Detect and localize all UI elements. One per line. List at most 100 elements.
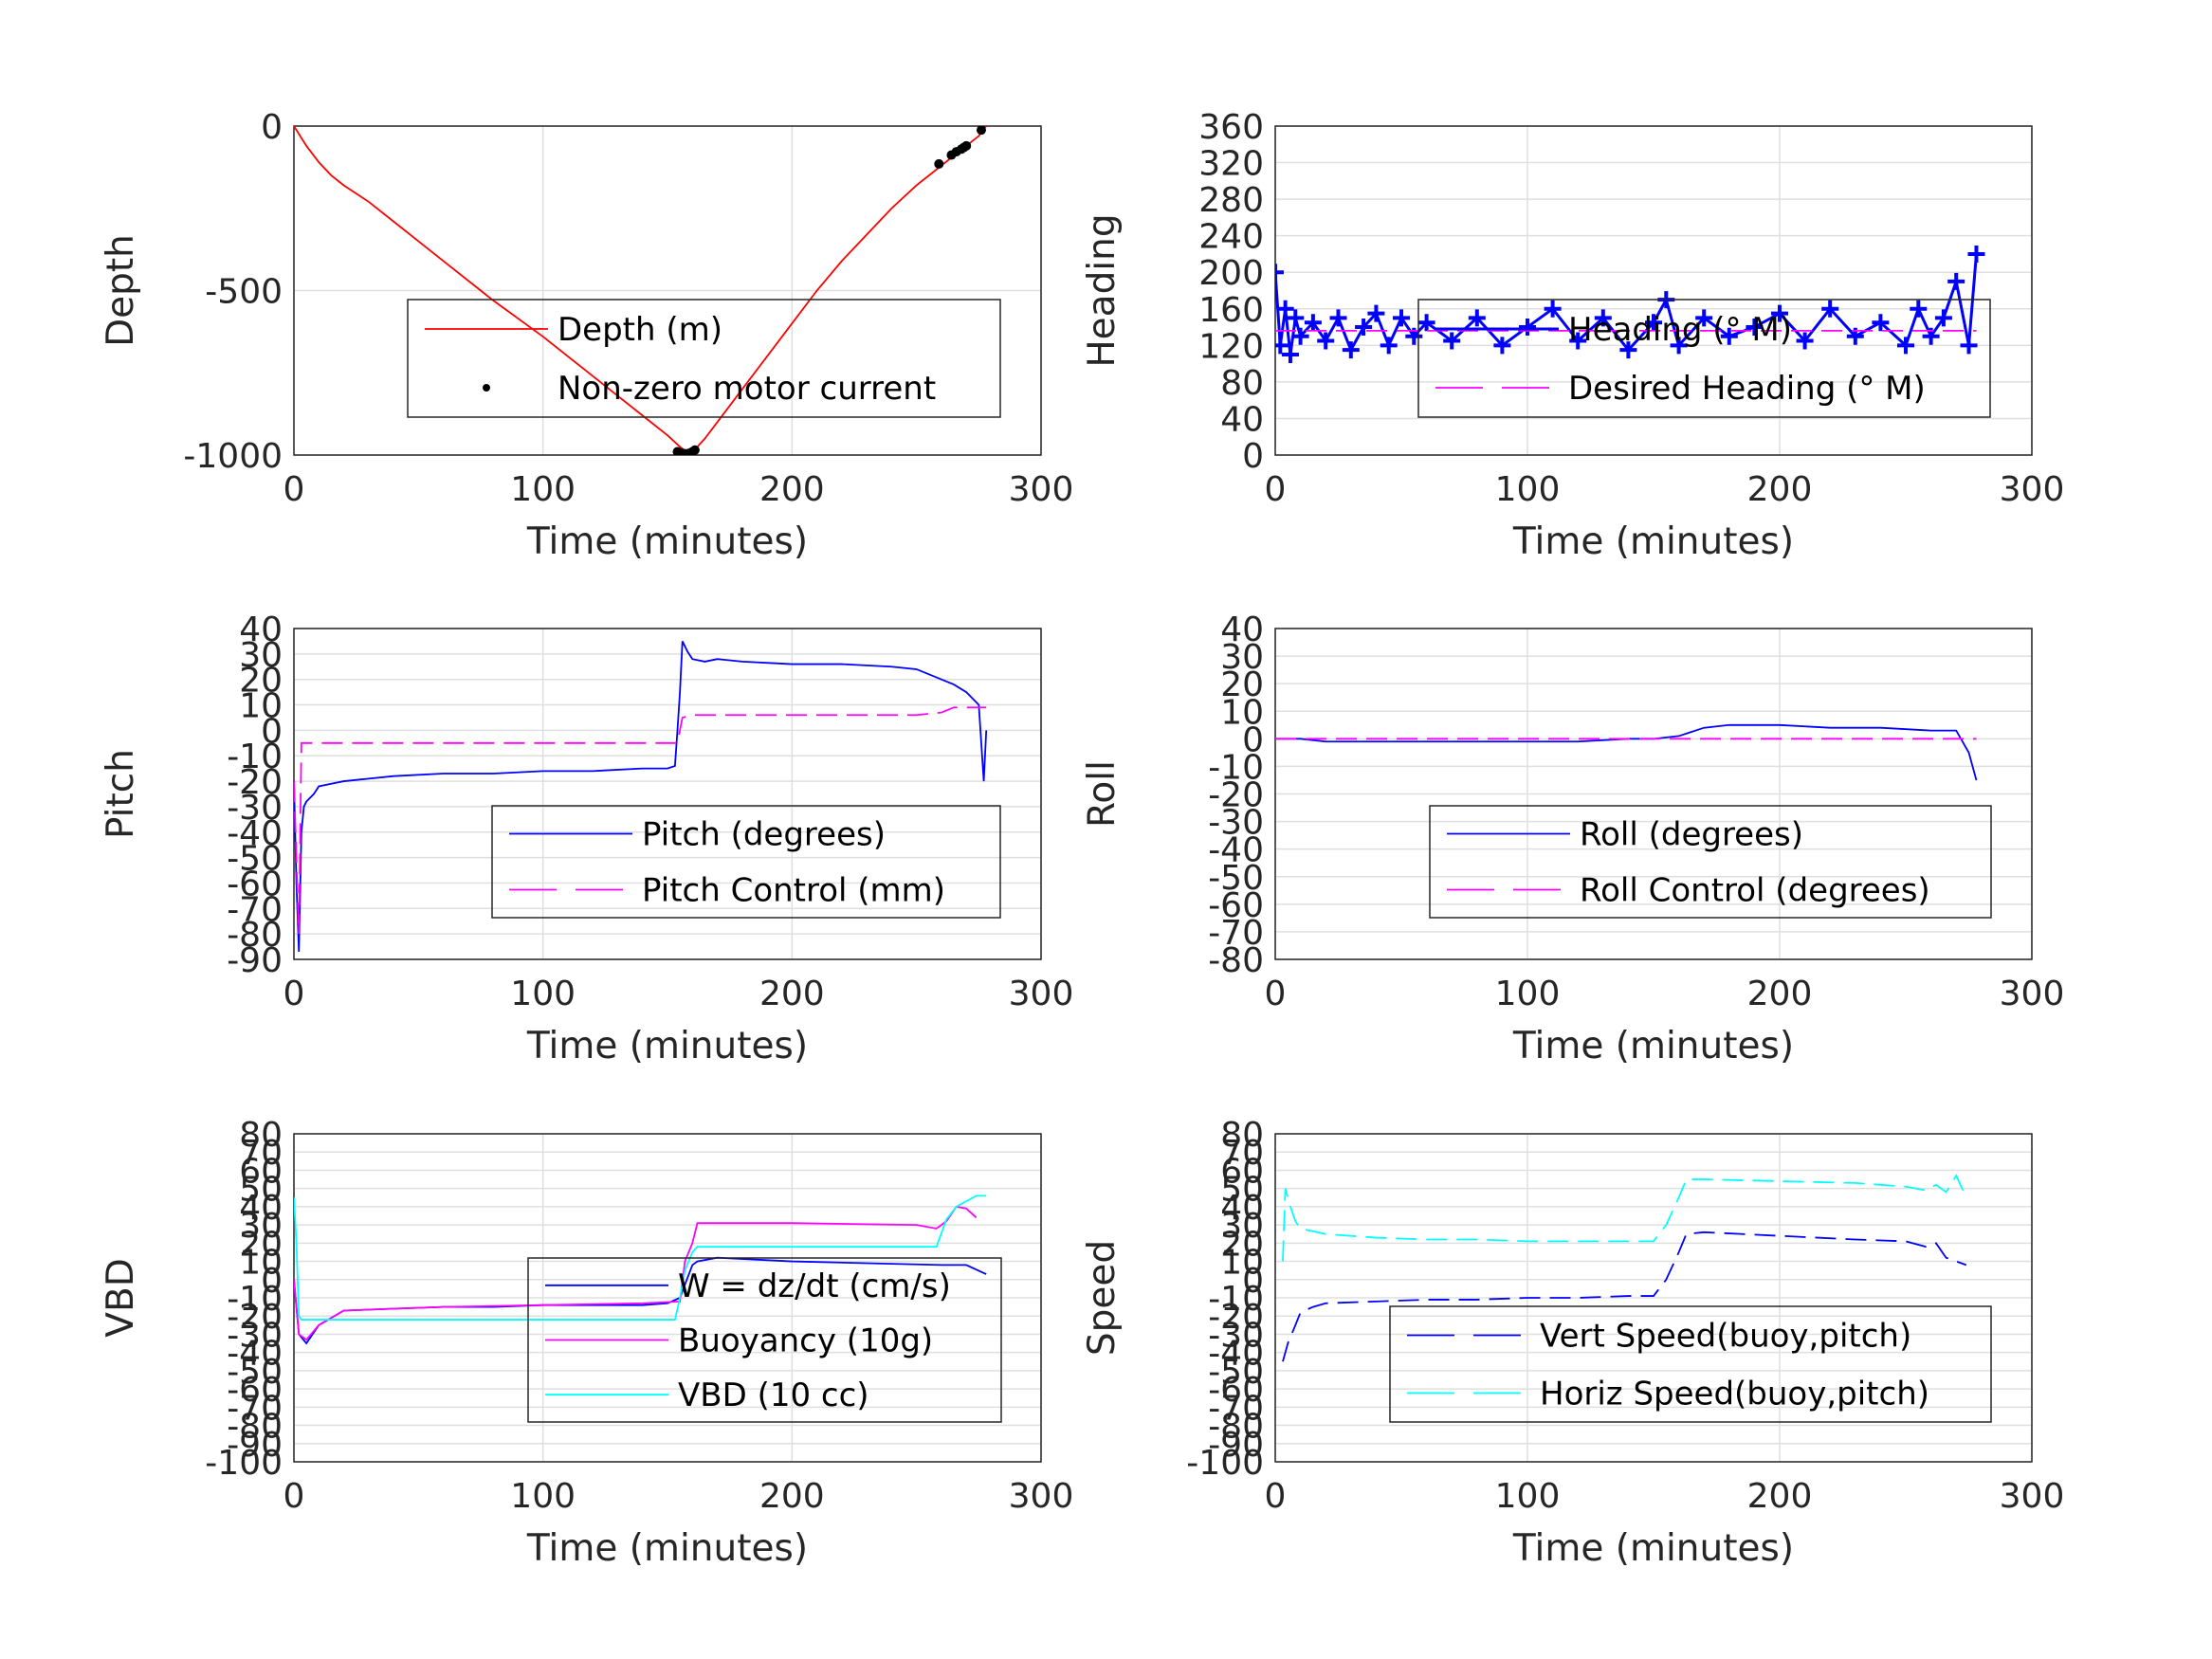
x-tick-label: 100: [1495, 975, 1561, 1013]
series-line-1: [294, 641, 988, 952]
x-tick-label: 100: [510, 975, 576, 1013]
y-tick-label: -80: [1208, 941, 1264, 980]
x-tick-label: 200: [759, 470, 825, 509]
series-group: [1275, 723, 1978, 781]
y-tick-label: 30: [239, 636, 283, 675]
y-tick-label: -50: [227, 840, 283, 879]
series-line-2: [294, 706, 987, 935]
series-plus-marker: [1967, 245, 1985, 263]
legend-box: [1389, 1305, 1992, 1423]
y-tick-label: 0: [1242, 720, 1264, 759]
y-tick-label: 40: [1220, 611, 1264, 649]
legend-label: Roll Control (degrees): [1580, 872, 1930, 910]
x-tick-label: 100: [510, 1477, 576, 1516]
y-tick-label: 120: [1198, 327, 1264, 366]
x-axis-label: Time (minutes): [526, 520, 808, 563]
legend-label: W = dz/dt (cm/s): [678, 1267, 951, 1305]
x-tick-label: 100: [1495, 1477, 1561, 1516]
y-tick-label: -90: [227, 1426, 283, 1465]
series-plus-marker: [1304, 314, 1322, 332]
series-line-3: [294, 1194, 987, 1321]
legend: Pitch (degrees) Pitch Control (mm): [491, 805, 1001, 919]
y-axis-label: Heading: [1081, 213, 1124, 367]
y-tick-label: 160: [1198, 291, 1264, 330]
x-tick-label: 200: [759, 975, 825, 1013]
y-tick-label: -80: [1208, 1408, 1264, 1447]
series-plus-marker: [1594, 309, 1612, 327]
x-tick-label: 0: [1265, 1477, 1287, 1516]
series-plus-marker: [1393, 309, 1410, 327]
y-tick-label: 20: [1220, 1225, 1264, 1264]
series-plus-marker: [1443, 332, 1461, 350]
y-axis-label: Roll: [1081, 760, 1124, 828]
y-tick-label: 280: [1198, 181, 1264, 220]
series-plus-marker: [1897, 337, 1914, 355]
x-tick-label: 0: [283, 1477, 305, 1516]
y-tick-label: 0: [261, 1262, 283, 1301]
chart-panel-3: 0 100 200 300-90-80-70-60-50-40-30-20-10010…: [100, 611, 1073, 1067]
y-tick-label: 0: [261, 108, 283, 147]
y-tick-label: 240: [1198, 218, 1264, 257]
plot-area-frame: [1274, 628, 2033, 960]
y-tick-label: 10: [239, 687, 283, 726]
series-marker-point: [934, 158, 944, 169]
series-plus-marker: [1544, 300, 1562, 318]
y-axis-label: Depth: [100, 234, 142, 347]
series-plus-marker: [1910, 300, 1928, 318]
series-line-2: [1282, 1174, 1967, 1262]
series-marker-point: [976, 126, 986, 136]
legend-label: Horiz Speed(buoy,pitch): [1540, 1376, 1929, 1413]
legend-label: Buoyancy (10g): [678, 1322, 933, 1360]
x-axis-label: Time (minutes): [526, 1025, 808, 1067]
legend-box: [407, 299, 1001, 418]
series-plus-marker: [1380, 337, 1398, 355]
legend-marker: [483, 384, 490, 392]
y-tick-label: -40: [1208, 831, 1264, 870]
series-plus-marker: [1291, 327, 1309, 345]
x-tick-label: 0: [283, 975, 305, 1013]
y-tick-label: -80: [227, 916, 283, 955]
x-tick-label: 0: [1265, 975, 1287, 1013]
y-tick-label: -30: [227, 789, 283, 828]
x-tick-label: 200: [759, 1477, 825, 1516]
legend-box: [1417, 299, 1991, 418]
y-tick-label: -20: [1208, 776, 1264, 815]
y-tick-label: 80: [1220, 1116, 1264, 1155]
y-tick-label: 10: [1220, 693, 1264, 732]
legend: Heading (° M) Desired Heading (° M): [1417, 299, 1991, 418]
y-tick-label: 40: [239, 611, 283, 649]
x-axis-label: Time (minutes): [1512, 520, 1794, 563]
y-tick-label: -30: [1208, 1316, 1264, 1355]
legend-label: VBD (10 cc): [678, 1376, 869, 1414]
series-plus-marker: [1947, 272, 1965, 290]
series-plus-marker: [1287, 309, 1305, 327]
y-tick-label: 70: [1220, 1134, 1264, 1173]
y-tick-label: -50: [1208, 1353, 1264, 1392]
y-tick-label: -20: [1208, 1298, 1264, 1337]
y-tick-label: -40: [227, 1335, 283, 1374]
series-plus-marker: [1619, 341, 1637, 359]
y-tick-label: -90: [227, 941, 283, 980]
legend-label: Vert Speed(buoy,pitch): [1540, 1318, 1911, 1356]
y-tick-label: 20: [1220, 665, 1264, 704]
x-tick-label: 0: [283, 470, 305, 509]
series-plus-marker: [1746, 319, 1764, 337]
series-plus-marker: [1275, 264, 1284, 282]
x-tick-label: 200: [1747, 1477, 1813, 1516]
y-tick-label: 30: [1220, 638, 1264, 677]
y-tick-label: 30: [1220, 1207, 1264, 1246]
y-tick-label: -70: [227, 890, 283, 929]
series-plus-marker: [1367, 304, 1385, 322]
series-group: [294, 1194, 987, 1345]
y-tick-label: 0: [1242, 1262, 1264, 1301]
chart-panel-4: 0 100 200 300-80-70-60-50-40-30-20-10010203…: [1081, 611, 2064, 1067]
series-plus-marker: [1670, 337, 1688, 355]
x-tick-label: 300: [1009, 470, 1074, 509]
y-tick-label: -40: [227, 814, 283, 853]
series-marker-point: [961, 140, 972, 151]
x-axis-label: Time (minutes): [1512, 1025, 1794, 1067]
y-tick-label: -10: [227, 1280, 283, 1319]
chart-panel-1: 0 100 200 300 -1000 -500 0 Time (minutes) Depth D…: [100, 108, 1073, 563]
legend: Roll (degrees) Roll Control (degrees): [1429, 805, 1992, 919]
